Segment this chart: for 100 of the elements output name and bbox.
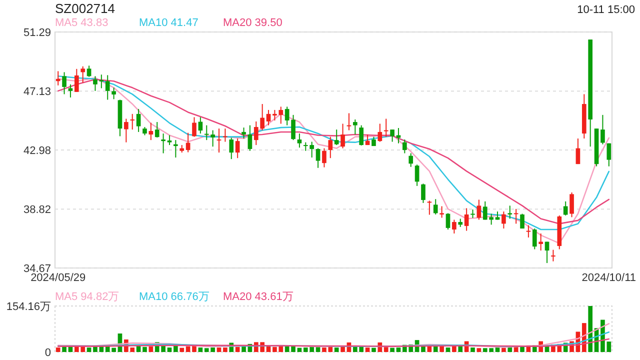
bar xyxy=(56,348,60,352)
bar xyxy=(495,348,500,352)
candlestick xyxy=(526,224,531,238)
bar xyxy=(476,348,482,352)
candlestick xyxy=(551,249,556,262)
candlestick xyxy=(291,114,296,141)
candlestick xyxy=(174,140,178,158)
candlestick xyxy=(105,74,110,100)
candlestick xyxy=(340,123,345,149)
y-tick-label: 38.82 xyxy=(23,204,51,216)
candlestick xyxy=(514,208,518,224)
candlestick xyxy=(284,106,290,126)
bar xyxy=(86,348,92,352)
bar xyxy=(216,348,222,352)
bar xyxy=(446,348,450,352)
candlestick xyxy=(384,118,388,138)
candlestick xyxy=(235,138,240,159)
candlestick xyxy=(396,127,401,144)
candlestick xyxy=(606,142,612,167)
bar xyxy=(167,348,172,352)
candlestick xyxy=(161,133,166,154)
candlestick xyxy=(192,116,196,138)
text: MA5 94.82万 xyxy=(55,291,120,303)
candlestick xyxy=(352,118,358,136)
candlestick xyxy=(198,116,203,134)
candlestick xyxy=(266,109,271,126)
candlestick xyxy=(390,129,394,142)
bar xyxy=(520,346,524,352)
candlestick xyxy=(229,137,234,160)
candlestick xyxy=(440,206,444,218)
candlestick xyxy=(538,232,543,252)
candlestick xyxy=(216,128,222,154)
bar xyxy=(291,346,296,352)
candlestick xyxy=(223,128,228,142)
y-tick-label: 47.13 xyxy=(23,86,51,98)
candlestick xyxy=(414,164,420,186)
candlestick xyxy=(56,70,60,86)
candlestick xyxy=(452,219,456,234)
candlestick xyxy=(148,122,154,141)
candlestick xyxy=(576,138,580,165)
candlestick xyxy=(322,148,326,168)
candlestick xyxy=(446,212,450,230)
candlestick xyxy=(346,112,352,131)
bar xyxy=(142,346,147,352)
bar xyxy=(440,346,444,352)
bar xyxy=(365,348,370,352)
text: MA10 66.76万 xyxy=(139,291,210,303)
candlestick xyxy=(359,124,364,146)
chart-title: SZ002714 xyxy=(55,1,115,16)
candlestick xyxy=(378,123,382,142)
candlestick xyxy=(544,241,550,264)
candlestick xyxy=(421,183,426,204)
candlestick xyxy=(154,122,160,138)
candlestick xyxy=(427,200,432,216)
bar xyxy=(180,348,184,352)
x-tick-label: 2024/10/11 xyxy=(582,272,636,284)
candlestick xyxy=(433,198,438,215)
candlestick xyxy=(563,200,568,216)
candlestick xyxy=(74,68,79,92)
bar xyxy=(223,348,228,352)
candlestick xyxy=(99,74,104,89)
candlestick xyxy=(408,152,414,168)
bar xyxy=(458,346,463,352)
candlestick xyxy=(167,134,172,146)
text: MA20 43.61万 xyxy=(223,291,294,303)
candlestick xyxy=(86,65,92,78)
x-tick-label: 2024/05/29 xyxy=(30,272,86,284)
candlestick xyxy=(502,210,506,230)
y-tick-label: 0 xyxy=(44,347,51,359)
candlestick xyxy=(124,118,128,143)
candlestick xyxy=(600,114,605,145)
candlestick xyxy=(464,208,469,232)
bar xyxy=(235,346,240,352)
y-tick-label: 154.16万 xyxy=(6,301,51,313)
text: 10-11 15:00 xyxy=(577,4,635,16)
candlestick xyxy=(130,113,135,130)
bar xyxy=(186,346,190,352)
candlestick xyxy=(248,124,252,152)
candlestick xyxy=(570,192,574,218)
candlestick xyxy=(297,133,302,148)
candlestick xyxy=(112,87,116,100)
line-series xyxy=(57,338,610,347)
candlestick xyxy=(316,148,320,168)
candlestick xyxy=(136,108,141,132)
candlestick xyxy=(242,127,246,139)
y-tick-label: 42.98 xyxy=(23,145,51,157)
bar xyxy=(508,346,512,352)
y-tick-label: 34.67 xyxy=(23,263,51,275)
text: MA5 43.83 xyxy=(55,17,108,29)
candlestick xyxy=(328,136,333,159)
candlestick xyxy=(402,138,407,154)
candlestick xyxy=(334,129,339,146)
bar xyxy=(396,348,401,352)
bar xyxy=(390,348,394,352)
text: MA20 39.50 xyxy=(223,17,282,29)
bar xyxy=(148,346,154,352)
bar xyxy=(470,348,475,352)
candlestick xyxy=(520,213,524,230)
candlestick xyxy=(476,199,482,220)
candlestick xyxy=(62,72,66,95)
